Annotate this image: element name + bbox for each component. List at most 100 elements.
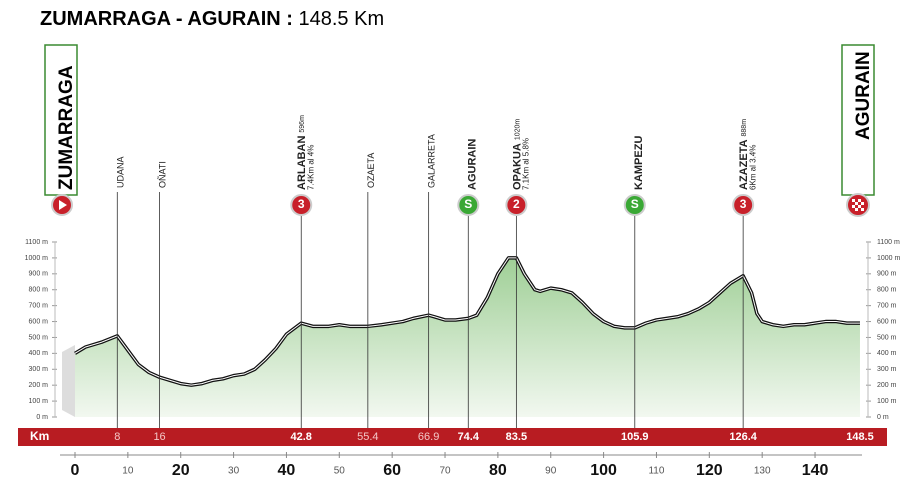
- x-tick-label: 80: [489, 462, 507, 479]
- title: ZUMARRAGA - AGURAIN : 148.5 Km: [40, 8, 384, 30]
- marker-name-text: AGURAIN: [466, 139, 478, 190]
- x-tick-label: 90: [545, 466, 557, 477]
- marker-name-text: KAMPEZU: [633, 136, 645, 190]
- y-tick-label-right: 500 m: [877, 334, 897, 341]
- y-tick-label-right: 1000 m: [877, 255, 901, 262]
- y-tick-label-right: 700 m: [877, 302, 897, 309]
- marker-name: AGURAIN: [466, 139, 478, 190]
- x-tick-label: 50: [334, 466, 346, 477]
- x-tick-label: 70: [439, 466, 451, 477]
- badge-text: 3: [740, 197, 747, 211]
- checker: [855, 202, 858, 205]
- x-tick-label: 0: [71, 462, 80, 479]
- marker-note: 7.1Km al 5.8%: [521, 138, 530, 190]
- checker: [858, 199, 861, 202]
- marker-name: KAMPEZU: [633, 136, 645, 190]
- start-arrow: [59, 200, 67, 210]
- km-value: 16: [153, 431, 165, 443]
- y-tick-label-right: 1100 m: [877, 239, 900, 246]
- marker-name-text: AZAZETA: [738, 139, 750, 190]
- x-tick-label: 100: [590, 462, 617, 479]
- marker-name-text: OPAKUA: [511, 143, 523, 190]
- badge-text: 2: [513, 197, 520, 211]
- km-value: 148.5: [846, 431, 874, 443]
- badge-text: 3: [298, 197, 305, 211]
- marker-name: AZAZETA 888m: [738, 119, 750, 190]
- y-tick-label-right: 600 m: [877, 318, 897, 325]
- marker-name: OZAETA: [366, 153, 376, 188]
- checker: [852, 199, 855, 202]
- y-tick-label-right: 800 m: [877, 287, 897, 294]
- marker-altitude: 596m: [299, 115, 306, 133]
- start-name: ZUMARRAGA: [56, 65, 77, 190]
- km-value: 74.4: [458, 431, 480, 443]
- checker: [861, 208, 864, 211]
- y-tick-label-right: 400 m: [877, 350, 897, 357]
- marker-note: 7.4Km al 4%: [306, 145, 315, 190]
- checker: [861, 202, 864, 205]
- y-tick-label: 500 m: [29, 334, 49, 341]
- x-tick-label: 110: [648, 466, 664, 477]
- badge: [290, 194, 313, 216]
- x-tick-label: 20: [172, 462, 190, 479]
- marker-name-text: OÑATI: [158, 161, 168, 188]
- marker-name: OÑATI: [158, 161, 168, 188]
- marker-name: ARLABAN 596m: [296, 115, 308, 190]
- y-tick-label: 700 m: [29, 302, 49, 309]
- badge: [505, 194, 528, 216]
- y-tick-label: 1100 m: [25, 239, 48, 246]
- marker-altitude: 888m: [741, 119, 748, 137]
- y-tick-label: 100 m: [29, 398, 49, 405]
- start-box: [44, 44, 78, 196]
- y-tick-label: 400 m: [29, 350, 49, 357]
- badge: [623, 194, 646, 216]
- y-tick-label-right: 100 m: [877, 398, 897, 405]
- title-route: ZUMARRAGA - AGURAIN :: [40, 8, 293, 30]
- title-distance: 148.5 Km: [299, 8, 385, 30]
- badge: [732, 194, 755, 216]
- x-tick-label: 40: [278, 462, 296, 479]
- y-tick-label: 600 m: [29, 318, 49, 325]
- marker-note: 6Km al 3.4%: [748, 145, 757, 190]
- x-tick-label: 30: [228, 466, 240, 477]
- marker-name-text: UDANA: [116, 156, 126, 188]
- marker-name: UDANA: [116, 156, 126, 188]
- y-tick-label: 900 m: [29, 271, 49, 278]
- x-tick-label: 60: [383, 462, 401, 479]
- badge: [457, 194, 480, 216]
- finish-name: AGURAIN: [853, 51, 874, 140]
- y-tick-label-right: 900 m: [877, 271, 897, 278]
- checker: [855, 208, 858, 211]
- marker-name: GALARRETA: [427, 134, 437, 188]
- km-value: 66.9: [418, 431, 439, 443]
- checker: [852, 205, 855, 208]
- badge-text: S: [631, 197, 639, 211]
- km-label: Km: [30, 429, 49, 443]
- x-tick-label: 140: [802, 462, 829, 479]
- y-tick-label: 800 m: [29, 287, 49, 294]
- marker-name: OPAKUA 1020m: [511, 119, 523, 190]
- km-value: 42.8: [291, 431, 312, 443]
- km-value: 126.4: [729, 431, 757, 443]
- y-tick-label: 200 m: [29, 382, 49, 389]
- y-tick-label: 300 m: [29, 366, 49, 373]
- y-tick-label-right: 300 m: [877, 366, 897, 373]
- checker: [858, 205, 861, 208]
- km-value: 55.4: [357, 431, 378, 443]
- y-tick-label-right: 0 m: [877, 414, 889, 421]
- marker-name-text: GALARRETA: [427, 134, 437, 188]
- badge-text: S: [464, 197, 472, 211]
- x-tick-label: 10: [122, 466, 134, 477]
- km-value: 105.9: [621, 431, 649, 443]
- km-value: 8: [114, 431, 120, 443]
- marker-name-text: OZAETA: [366, 153, 376, 188]
- y-tick-label: 0 m: [36, 414, 48, 421]
- y-tick-label-right: 200 m: [877, 382, 897, 389]
- marker-altitude: 1020m: [514, 119, 521, 141]
- marker-name-text: ARLABAN: [296, 136, 308, 190]
- km-bar: [18, 428, 887, 446]
- elevation-area: [75, 257, 860, 417]
- x-tick-label: 130: [754, 466, 771, 477]
- x-tick-label: 120: [696, 462, 723, 479]
